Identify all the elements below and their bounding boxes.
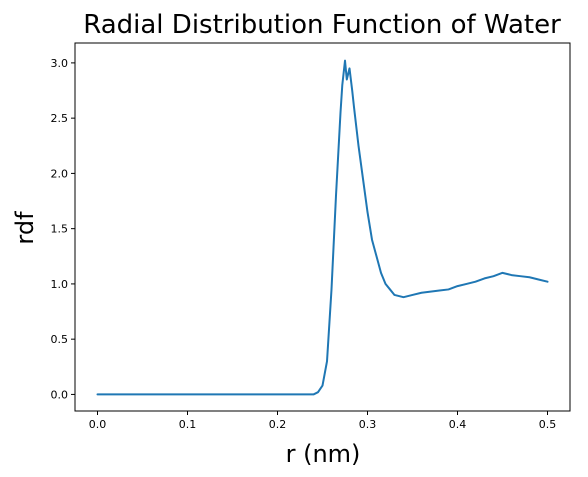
x-tick-label-2: 0.2	[269, 418, 287, 431]
y-tick-label-0: 0.0	[51, 388, 69, 401]
y-tick-label-4: 2.0	[51, 167, 69, 180]
x-tick-label-0: 0.0	[89, 418, 107, 431]
y-tick-label-3: 1.5	[51, 223, 69, 236]
series-line-0	[96, 59, 549, 396]
x-tick-label-4: 0.4	[449, 418, 467, 431]
y-tick-label-2: 1.0	[51, 278, 69, 291]
x-axis-label: r (nm)	[286, 440, 361, 468]
y-tick-label-1: 0.5	[51, 333, 69, 346]
x-tick-label-1: 0.1	[179, 418, 197, 431]
y-tick-label-6: 3.0	[51, 57, 69, 70]
x-tick-label-5: 0.5	[539, 418, 557, 431]
x-tick-label-3: 0.3	[359, 418, 377, 431]
axes-frame	[74, 42, 571, 412]
chart-title: Radial Distribution Function of Water	[83, 10, 561, 40]
y-axis-label: rdf	[11, 211, 39, 245]
plot-area: 0.0 0.1 0.2 0.3 0.4 0.5 0.0 0.5 1.0 1.5 2.0 2.5 3.0	[51, 42, 571, 431]
y-tick-label-5: 2.5	[51, 112, 69, 125]
